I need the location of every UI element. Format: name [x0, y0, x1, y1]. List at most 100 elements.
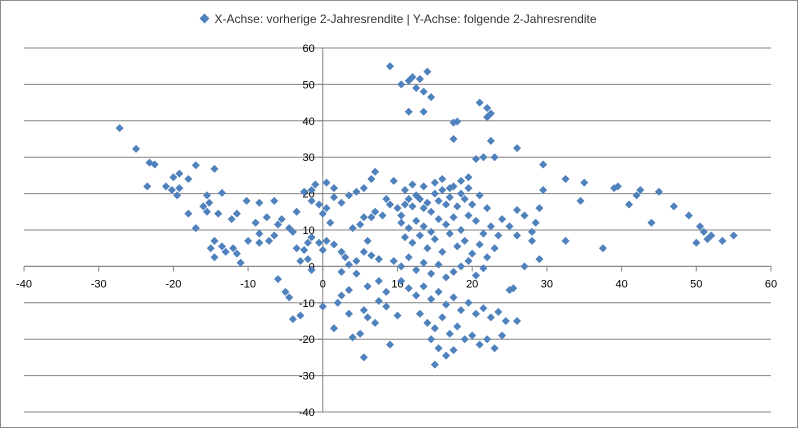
data-point: [513, 317, 522, 325]
data-point: [337, 267, 346, 276]
data-point: [415, 309, 424, 318]
data-point: [498, 331, 507, 340]
data-point: [483, 253, 492, 262]
y-tick-label: -30: [299, 371, 315, 383]
data-point: [205, 198, 214, 207]
data-point: [475, 340, 484, 349]
data-point: [460, 335, 469, 344]
data-point: [419, 222, 428, 231]
data-point: [400, 185, 409, 194]
data-point: [210, 253, 219, 262]
data-point: [161, 182, 170, 191]
data-point: [344, 309, 353, 318]
data-point: [456, 306, 465, 315]
data-point: [408, 180, 417, 189]
data-point: [527, 227, 536, 236]
data-point: [490, 153, 499, 162]
data-point: [318, 302, 327, 311]
data-point: [513, 205, 522, 214]
data-point: [408, 202, 417, 211]
data-point: [468, 331, 477, 340]
data-point: [296, 311, 305, 320]
data-point: [468, 249, 477, 258]
data-point: [382, 302, 391, 311]
data-point: [378, 211, 387, 220]
data-point: [330, 193, 339, 202]
data-point: [561, 175, 570, 184]
data-point: [359, 306, 368, 315]
data-point: [371, 318, 380, 327]
data-point: [397, 276, 406, 285]
data-point: [404, 284, 413, 293]
data-point: [143, 182, 152, 191]
data-point: [352, 269, 361, 278]
data-point: [344, 191, 353, 200]
data-point: [460, 236, 469, 245]
data-point: [669, 202, 678, 211]
data-point: [322, 178, 331, 187]
data-point: [281, 287, 290, 296]
data-point: [442, 220, 451, 229]
data-point: [273, 220, 282, 229]
data-point: [430, 235, 439, 244]
data-point: [442, 300, 451, 309]
data-point: [352, 187, 361, 196]
data-point: [434, 196, 443, 205]
data-point: [445, 229, 454, 238]
data-point: [442, 351, 451, 360]
data-point: [513, 144, 522, 153]
data-point: [262, 213, 271, 222]
data-point: [315, 238, 324, 247]
data-point: [352, 256, 361, 265]
data-point: [337, 291, 346, 300]
data-point: [292, 244, 301, 253]
data-point: [445, 329, 454, 338]
data-point: [438, 247, 447, 256]
data-point: [486, 136, 495, 145]
data-point: [397, 80, 406, 89]
data-point: [412, 216, 421, 225]
data-point: [359, 184, 368, 193]
data-point: [255, 198, 264, 207]
data-point: [397, 211, 406, 220]
data-point: [479, 304, 488, 313]
data-point: [419, 282, 428, 291]
data-point: [456, 262, 465, 271]
data-point: [419, 258, 428, 267]
y-tick-label: -40: [299, 407, 315, 419]
data-point: [307, 196, 316, 205]
data-point: [415, 231, 424, 240]
data-point: [453, 202, 462, 211]
data-point: [427, 295, 436, 304]
data-point: [232, 209, 241, 218]
data-point: [227, 215, 236, 224]
data-point: [255, 238, 264, 247]
data-point: [430, 360, 439, 369]
data-point: [359, 353, 368, 362]
data-point: [404, 107, 413, 116]
data-point: [419, 182, 428, 191]
data-point: [285, 293, 294, 302]
data-point: [363, 313, 372, 322]
data-point: [427, 207, 436, 216]
y-tick-label: 30: [303, 152, 315, 164]
data-point: [348, 333, 357, 342]
data-point: [464, 173, 473, 182]
data-point: [445, 184, 454, 193]
data-point: [434, 260, 443, 269]
data-point: [296, 256, 305, 265]
data-point: [729, 231, 738, 240]
data-point: [363, 282, 372, 291]
x-tick-label: 0: [320, 278, 326, 290]
data-point: [513, 231, 522, 240]
data-point: [442, 200, 451, 209]
data-point: [438, 185, 447, 194]
data-point: [318, 246, 327, 255]
data-point: [494, 231, 503, 240]
data-point: [460, 195, 469, 204]
data-point: [430, 324, 439, 333]
data-point: [217, 242, 226, 251]
data-point: [382, 287, 391, 296]
data-points: [115, 62, 738, 369]
data-point: [169, 173, 178, 182]
